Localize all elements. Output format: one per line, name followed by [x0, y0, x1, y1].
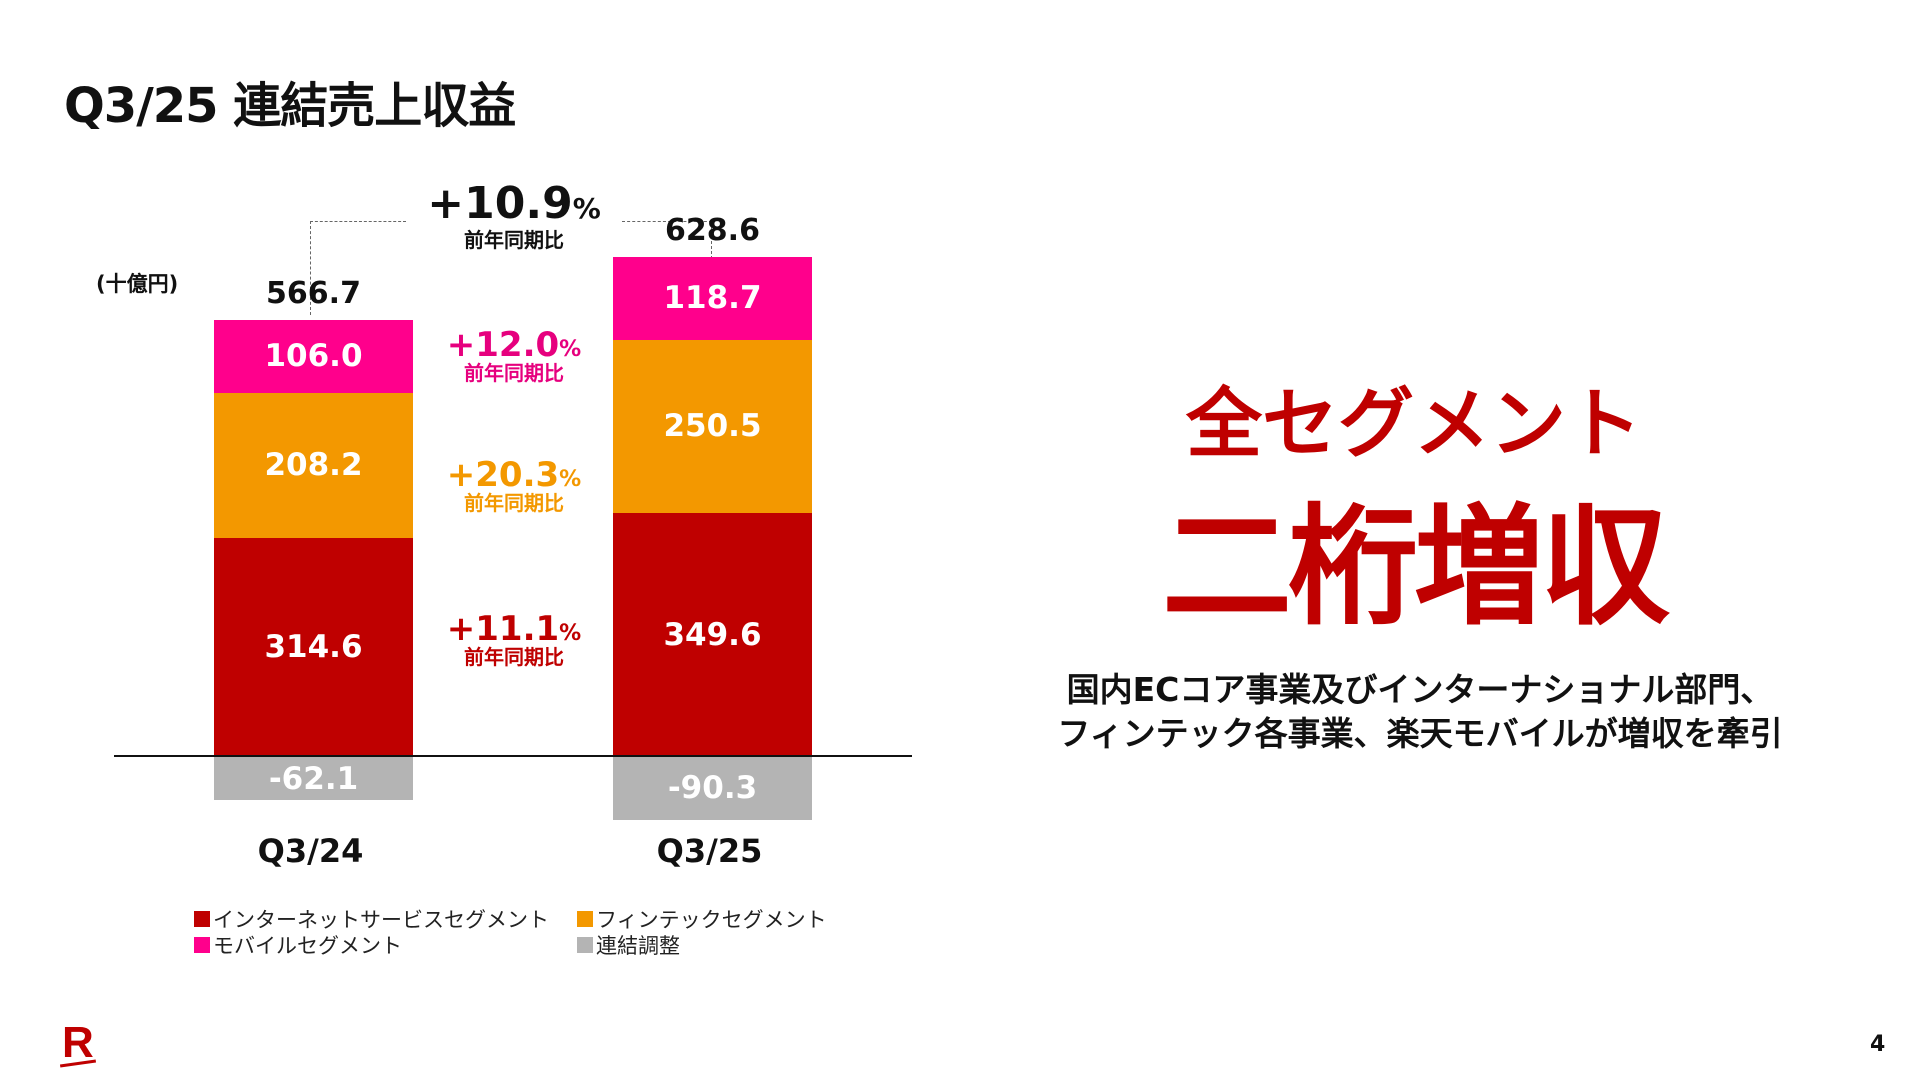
- total-growth-value: +10.9: [427, 178, 573, 229]
- legend-item-mobile: モバイルセグメント: [194, 930, 402, 960]
- internet-growth-label: 前年同期比: [464, 645, 564, 669]
- total-growth: +10.9% 前年同期比: [427, 178, 601, 251]
- legend-label: フィンテックセグメント: [596, 908, 827, 932]
- bracket-left-vertical: [310, 221, 311, 315]
- fintech-growth-label: 前年同期比: [464, 491, 564, 515]
- bracket-right-vertical: [711, 221, 712, 259]
- legend-item-internet: インターネットサービスセグメント: [194, 904, 549, 934]
- total-growth-label: 前年同期比: [464, 228, 564, 252]
- fintech-growth-pct: %: [559, 467, 582, 492]
- legend-swatch: [194, 911, 210, 927]
- data-label: 208.2: [264, 447, 363, 484]
- rakuten-logo: R: [59, 1018, 97, 1068]
- zero-axis-line: [114, 755, 912, 757]
- legend-label: 連結調整: [596, 934, 680, 958]
- page-title: Q3/25 連結売上収益: [64, 78, 516, 134]
- data-label: 106.0: [264, 338, 363, 375]
- bar-segment-fintech: 250.5: [613, 339, 812, 514]
- description-line-1: 国内ECコア事業及びインターナショナル部門、: [1066, 670, 1774, 709]
- data-label: -90.3: [667, 770, 758, 807]
- bracket-left-horizontal: [310, 221, 406, 222]
- mobile-growth-pct: %: [559, 337, 582, 362]
- bar-segment-mobile: 118.7: [613, 257, 812, 340]
- legend-label: モバイルセグメント: [213, 934, 402, 958]
- total-growth-pct: %: [572, 192, 601, 225]
- legend-swatch: [577, 911, 593, 927]
- bar-segment-adjustment: -62.1: [214, 757, 413, 801]
- data-label: 314.6: [264, 628, 363, 665]
- legend-item-adjustment: 連結調整: [577, 930, 680, 960]
- legend-swatch: [194, 937, 210, 953]
- total-label: 628.6: [665, 213, 760, 249]
- mobile-growth-label: 前年同期比: [464, 361, 564, 385]
- fintech-growth: +20.3% 前年同期比: [447, 458, 581, 514]
- legend-item-fintech: フィンテックセグメント: [577, 904, 827, 934]
- bar-segment-mobile: 106.0: [214, 319, 413, 394]
- legend-label: インターネットサービスセグメント: [213, 908, 549, 932]
- total-label: 566.7: [266, 275, 361, 311]
- data-label: 118.7: [663, 280, 762, 317]
- unit-label: (十億円): [96, 272, 179, 296]
- x-tick-label: Q3/24: [257, 832, 364, 870]
- x-tick-label: Q3/25: [656, 832, 763, 870]
- data-label: 250.5: [663, 408, 762, 445]
- headline-double-digit-growth: 二桁増収: [1161, 491, 1670, 643]
- description: 国内ECコア事業及びインターナショナル部門、 フィンテック各事業、楽天モバイルが…: [1057, 668, 1782, 756]
- mobile-growth: +12.0% 前年同期比: [447, 328, 581, 384]
- bar-segment-internet: 314.6: [214, 537, 413, 756]
- internet-growth-value: +11.1: [446, 609, 560, 649]
- fintech-growth-value: +20.3: [446, 455, 560, 495]
- mobile-growth-value: +12.0: [446, 325, 560, 365]
- bar-segment-internet: 349.6: [613, 513, 812, 756]
- internet-growth-pct: %: [559, 621, 582, 646]
- bar-segment-adjustment: -90.3: [613, 757, 812, 820]
- description-line-2: フィンテック各事業、楽天モバイルが増収を牽引: [1057, 714, 1783, 753]
- page-number: 4: [1870, 1032, 1886, 1057]
- data-label: 349.6: [663, 616, 762, 653]
- headline-all-segments: 全セグメント: [1186, 379, 1642, 468]
- legend-swatch: [577, 937, 593, 953]
- data-label: -62.1: [268, 760, 359, 797]
- bar-segment-fintech: 208.2: [214, 393, 413, 538]
- internet-growth: +11.1% 前年同期比: [447, 612, 581, 668]
- bracket-right-horizontal: [622, 221, 712, 222]
